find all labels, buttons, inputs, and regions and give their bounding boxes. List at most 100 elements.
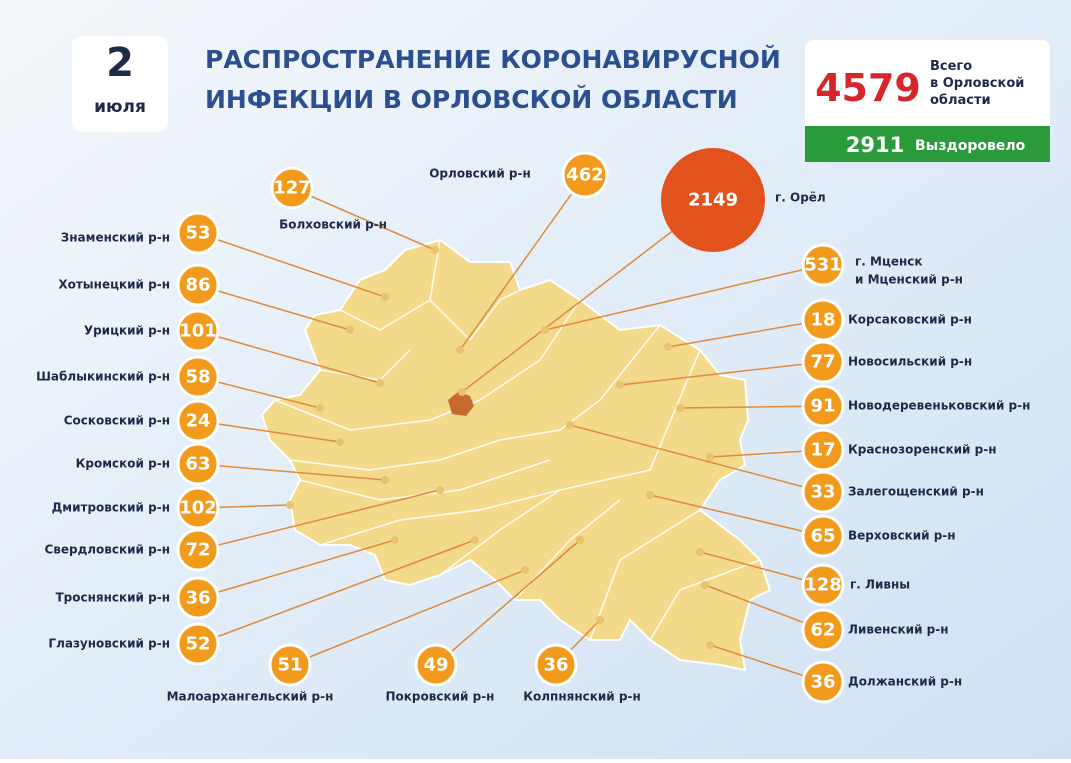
orel-city: [448, 392, 474, 416]
count-circle: [176, 528, 220, 572]
leader-line: [197, 284, 351, 331]
map-point: [381, 476, 389, 484]
district-label: Урицкий р-н: [84, 324, 170, 338]
map-point: [336, 438, 344, 446]
leader-line: [289, 569, 526, 666]
leader-line: [197, 539, 396, 599]
map-point: [541, 326, 549, 334]
district-label: Колпнянский р-н: [523, 690, 641, 704]
district-label: Должанский р-н: [848, 675, 962, 689]
date-month: июля: [94, 97, 146, 117]
district-label: Троснянский р-н: [55, 591, 170, 605]
count-circle: [801, 470, 845, 514]
count-circle: [801, 660, 845, 704]
leader-line: [197, 489, 441, 551]
district-count: 2149: [688, 190, 738, 211]
district-label: г. Орёл: [775, 191, 826, 205]
leader-line: [544, 264, 824, 331]
district-label: Малоархангельский р-н: [167, 690, 334, 704]
map-point: [596, 616, 604, 624]
map-point: [566, 421, 574, 429]
count-circle: [661, 148, 765, 252]
count-circle: [176, 442, 220, 486]
count-circle: [801, 243, 845, 287]
map-point: [471, 536, 479, 544]
count-circle: [414, 643, 458, 687]
map-point: [664, 343, 672, 351]
count-circle: [176, 309, 220, 353]
leader-line: [569, 424, 824, 493]
map-point: [431, 246, 439, 254]
count-circle: [176, 399, 220, 443]
district-count: 72: [185, 540, 210, 561]
leader-line: [619, 361, 824, 386]
leader-line: [197, 232, 386, 298]
map-point: [616, 381, 624, 389]
map-point: [696, 548, 704, 556]
total-caption: области: [930, 93, 991, 108]
count-circle: [801, 563, 845, 607]
district-count: 127: [273, 178, 311, 199]
leader-line: [291, 187, 436, 251]
count-circle: [801, 514, 845, 558]
district-count: 65: [810, 526, 835, 547]
count-circle: [176, 622, 220, 666]
map-point: [381, 293, 389, 301]
district-label: Орловский р-н: [429, 167, 531, 181]
district-count: 49: [423, 655, 448, 676]
leader-line: [461, 199, 714, 393]
district-label: Знаменский р-н: [61, 231, 170, 245]
leader-line: [197, 420, 341, 443]
map-point: [646, 491, 654, 499]
leader-line: [667, 319, 824, 348]
count-circle: [176, 211, 220, 255]
map-point: [286, 501, 294, 509]
map-point: [576, 536, 584, 544]
total-count: 4579: [815, 66, 921, 110]
count-circle: [561, 151, 609, 199]
total-box: [805, 40, 1050, 132]
map-point: [706, 641, 714, 649]
leader-line: [679, 405, 824, 409]
recovered-label: Выздоровело: [915, 138, 1026, 154]
district-label: Кромской р-н: [76, 457, 170, 471]
district-count: 102: [179, 498, 217, 519]
district-count: 531: [804, 255, 842, 276]
district-label: Верховский р-н: [848, 529, 956, 543]
count-circle: [268, 643, 312, 687]
district-count: 91: [810, 396, 835, 417]
district-label: Новосильский р-н: [848, 355, 972, 369]
count-circle: [801, 384, 845, 428]
district-count: 58: [185, 367, 210, 388]
district-count: 51: [277, 655, 302, 676]
district-label: г. Мценск: [855, 255, 923, 269]
count-circle: [801, 428, 845, 472]
map-point: [676, 404, 684, 412]
district-label: Глазуновский р-н: [48, 637, 170, 651]
map-point: [456, 346, 464, 354]
district-label: г. Ливны: [850, 578, 910, 592]
count-circle: [176, 486, 220, 530]
district-label: и Мценский р-н: [855, 273, 963, 287]
district-count: 77: [810, 352, 835, 373]
district-label: Краснозоренский р-н: [848, 443, 997, 457]
leader-line: [435, 539, 581, 666]
district-count: 53: [185, 223, 210, 244]
count-circle: [801, 608, 845, 652]
leader-line: [197, 539, 476, 645]
leader-line: [197, 463, 386, 481]
map-point: [391, 536, 399, 544]
district-label: Хотынецкий р-н: [58, 278, 170, 292]
district-label: Залегощенский р-н: [848, 485, 984, 499]
district-count: 36: [810, 672, 835, 693]
date-day: 2: [106, 40, 134, 86]
district-label: Свердловский р-н: [44, 543, 170, 557]
district-count: 24: [185, 411, 210, 432]
district-count: 101: [179, 321, 217, 342]
district-count: 128: [804, 575, 842, 596]
map-point: [376, 379, 384, 387]
district-label: Новодеревеньковский р-н: [848, 399, 1030, 413]
recovered-box: [805, 126, 1050, 162]
total-caption: в Орловской: [930, 76, 1024, 91]
